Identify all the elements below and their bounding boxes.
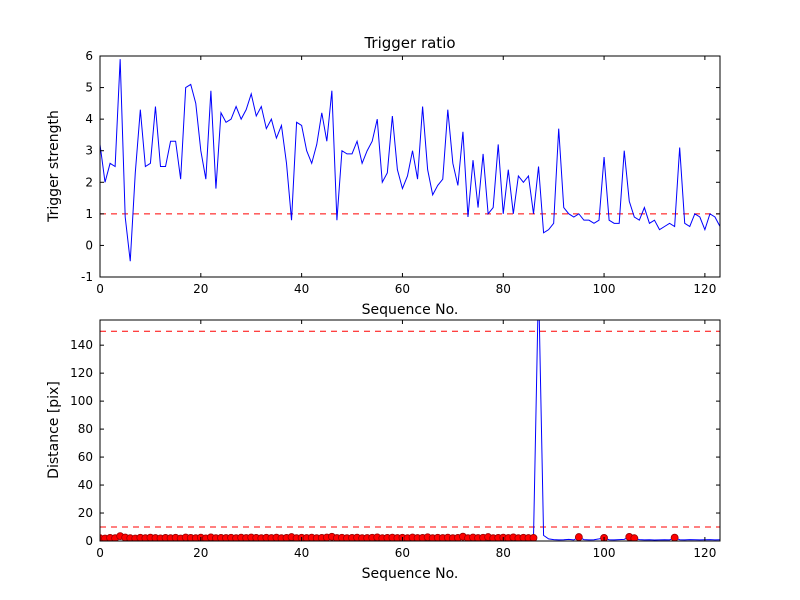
- x-tick-label: 100: [593, 282, 616, 296]
- y-tick-label: 140: [70, 338, 93, 352]
- axes-box: [99, 319, 721, 542]
- bottom-chart-ylabel: Distance [pix]: [46, 381, 62, 479]
- x-tick-label: 20: [193, 282, 208, 296]
- top-chart-title: Trigger ratio: [363, 34, 455, 52]
- trigger-strength-line: [100, 59, 720, 262]
- y-tick-label: 4: [85, 112, 93, 126]
- match-dot: [529, 534, 538, 541]
- y-tick-label: 0: [85, 238, 93, 252]
- axes-box: [99, 55, 721, 278]
- y-tick-label: 2: [85, 175, 93, 189]
- y-tick-label: 60: [78, 450, 93, 464]
- y-tick-label: 0: [85, 534, 93, 548]
- match-dot: [630, 534, 639, 541]
- match-dot: [670, 533, 679, 541]
- bottom-chart-xlabel: Sequence No.: [362, 566, 459, 582]
- match-dot: [574, 533, 583, 541]
- x-tick-label: 60: [395, 546, 410, 560]
- y-tick-label: 5: [85, 81, 93, 95]
- x-tick-label: 120: [693, 282, 716, 296]
- x-tick-label: 80: [496, 282, 511, 296]
- y-tick-label: 3: [85, 144, 93, 158]
- y-tick-label: 120: [70, 366, 93, 380]
- distance-line: [100, 320, 720, 541]
- x-tick-label: 60: [395, 282, 410, 296]
- x-tick-label: 0: [96, 546, 104, 560]
- x-tick-label: 0: [96, 282, 104, 296]
- x-tick-label: 40: [294, 546, 309, 560]
- y-tick-label: 40: [78, 478, 93, 492]
- x-tick-label: 80: [496, 546, 511, 560]
- y-tick-label: 20: [78, 506, 93, 520]
- x-tick-label: 100: [593, 546, 616, 560]
- x-tick-label: 120: [693, 546, 716, 560]
- top-chart-xlabel: Sequence No.: [362, 302, 459, 318]
- bottom-chart: 0 20 40 60 80 100 120 0 20 40 60 80 100 120 140: [70, 319, 721, 560]
- y-tick-label: 6: [85, 49, 93, 63]
- top-chart-ylabel: Trigger strength: [46, 110, 62, 223]
- x-tick-label: 40: [294, 282, 309, 296]
- x-tick-label: 20: [193, 546, 208, 560]
- y-tick-label: 100: [70, 394, 93, 408]
- y-tick-label: 1: [85, 207, 93, 221]
- y-tick-label: 80: [78, 422, 93, 436]
- y-tick-label: -1: [81, 270, 93, 284]
